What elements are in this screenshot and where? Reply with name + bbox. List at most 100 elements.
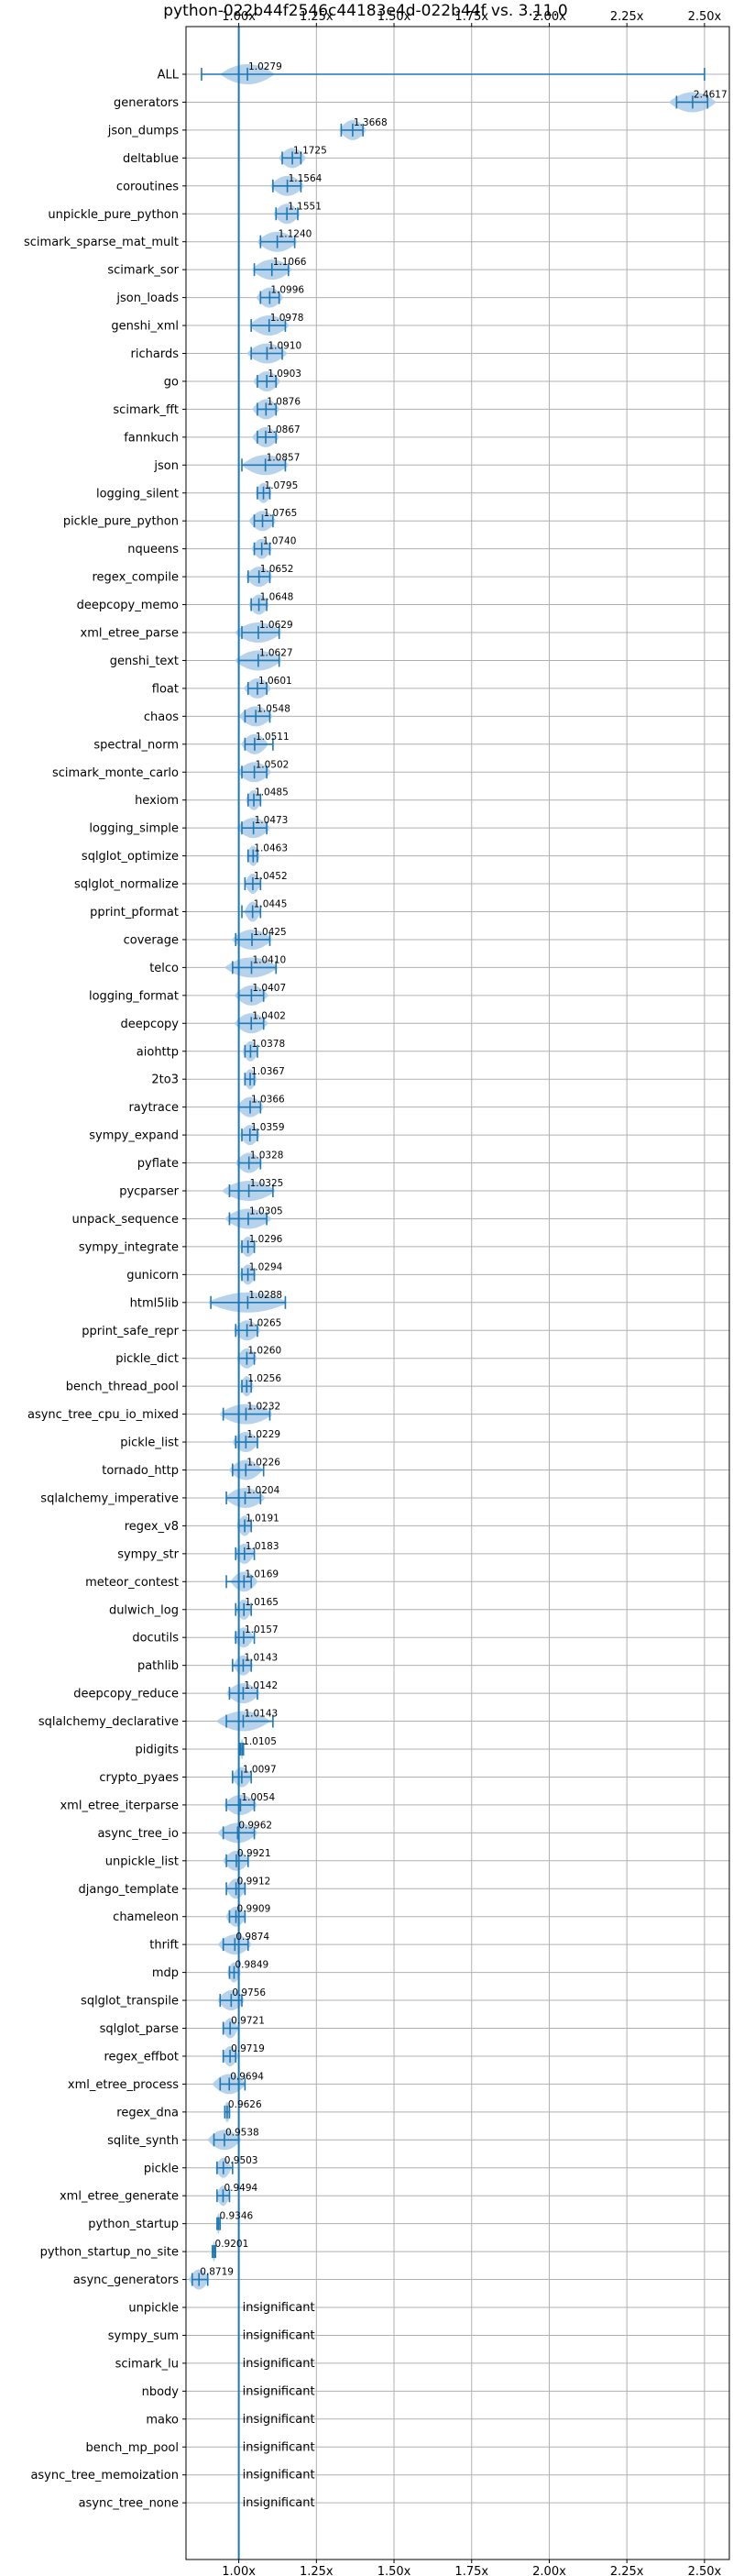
value-label: 0.9503 xyxy=(224,2155,258,2166)
value-label: 1.0305 xyxy=(249,1205,283,1216)
benchmark-label: async_generators xyxy=(73,2273,180,2287)
value-label: 1.0511 xyxy=(256,732,290,743)
insignificant-label: insignificant xyxy=(243,2496,315,2510)
value-label: 1.0876 xyxy=(267,396,301,407)
benchmark-label: sympy_sum xyxy=(108,2329,179,2343)
benchmark-label: scimark_fft xyxy=(113,403,179,417)
benchmark-label: regex_v8 xyxy=(125,1520,179,1534)
benchmark-label: sqlglot_normalize xyxy=(74,878,179,892)
bottom-tick-label: 1.50x xyxy=(377,2565,411,2576)
bottom-tick-label: 1.25x xyxy=(300,2565,334,2576)
benchmark-label: pyflate xyxy=(137,1157,179,1171)
benchmark-label: mdp xyxy=(152,1966,179,1980)
value-labels: 1.0279 2.4617 1.3668 1.1725 1.1564 1.1551 1.12… xyxy=(200,61,727,2510)
benchmark-label: logging_format xyxy=(89,989,179,1003)
benchmark-label: gunicorn xyxy=(126,1269,179,1282)
value-label: 1.0143 xyxy=(244,1653,278,1664)
value-label: 0.9538 xyxy=(225,2127,259,2138)
value-label: 1.0463 xyxy=(254,843,288,854)
value-label: 1.0378 xyxy=(251,1039,285,1050)
value-label: 1.1551 xyxy=(288,201,322,212)
value-label: 0.9694 xyxy=(230,2071,264,2082)
insignificant-label: insignificant xyxy=(243,2328,315,2342)
benchmark-label: pickle_dict xyxy=(115,1352,179,1366)
value-label: 1.0648 xyxy=(260,592,294,603)
y-axis-categories: ALL generators json_dumps deltablue coroutin… xyxy=(24,69,180,2511)
benchmark-label: sympy_integrate xyxy=(79,1240,179,1254)
value-label: 1.0867 xyxy=(267,424,301,435)
value-label: 1.0260 xyxy=(247,1346,281,1357)
benchmark-label: generators xyxy=(114,96,179,110)
value-label: 1.0903 xyxy=(268,369,301,380)
value-label: 1.0143 xyxy=(244,1709,278,1720)
plot-frame xyxy=(185,26,730,2560)
benchmark-label: meteor_contest xyxy=(85,1576,179,1590)
benchmark-label: deepcopy_reduce xyxy=(73,1688,179,1701)
value-label: 1.0402 xyxy=(252,1010,286,1021)
bottom-tick-label: 2.25x xyxy=(610,2565,644,2576)
value-label: 1.1725 xyxy=(293,145,327,156)
value-label: 1.0296 xyxy=(249,1234,283,1245)
insignificant-label: insignificant xyxy=(243,2357,315,2371)
benchmark-label: sqlalchemy_imperative xyxy=(40,1492,179,1505)
violin-layer xyxy=(189,27,717,2559)
benchmark-label: aiohttp xyxy=(137,1045,179,1059)
value-label: 1.0157 xyxy=(245,1624,279,1635)
benchmark-label: pickle_list xyxy=(120,1437,179,1450)
value-label: 0.9909 xyxy=(237,1904,271,1915)
benchmark-label: sqlglot_parse xyxy=(100,2022,179,2036)
value-label: 1.0142 xyxy=(244,1680,278,1691)
value-label: 0.9874 xyxy=(235,1932,269,1943)
value-label: 0.9849 xyxy=(235,1960,268,1971)
benchmark-label: xml_etree_generate xyxy=(60,2190,179,2204)
value-label: 1.0328 xyxy=(250,1150,284,1161)
benchmark-label: coroutines xyxy=(116,180,179,193)
value-label: 1.0740 xyxy=(263,536,297,547)
benchmark-label: chameleon xyxy=(113,1910,179,1924)
value-label: 1.0627 xyxy=(259,647,293,658)
bottom-tick-label: 2.00x xyxy=(532,2565,566,2576)
benchmark-label: async_tree_memoization xyxy=(30,2469,179,2482)
value-label: 1.3668 xyxy=(354,117,388,128)
benchmark-label: sqlglot_transpile xyxy=(81,1995,179,2009)
benchmark-label: python_startup_no_site xyxy=(40,2246,179,2260)
benchmark-label: pickle_pure_python xyxy=(63,515,179,529)
value-label: 1.0445 xyxy=(254,899,288,910)
value-label: 0.9921 xyxy=(237,1848,271,1859)
insignificant-label: insignificant xyxy=(243,2384,315,2398)
value-label: 1.0204 xyxy=(246,1485,280,1496)
value-label: 0.9719 xyxy=(231,2043,265,2054)
top-tick-label: 2.00x xyxy=(532,10,566,24)
value-label: 1.0359 xyxy=(251,1122,285,1133)
value-label: 1.0978 xyxy=(270,313,304,324)
value-label: 0.9962 xyxy=(238,1820,272,1831)
value-label: 1.0288 xyxy=(248,1290,282,1301)
x-axis-ticks: 1.00x 1.00x 1.25x 1.25x 1.50x 1.50x 1.75x 1.75x… xyxy=(182,10,722,2576)
benchmark-label: 2to3 xyxy=(151,1073,179,1087)
benchmark-label: json_dumps xyxy=(107,124,179,138)
value-label: 1.0601 xyxy=(258,676,292,687)
value-label: 1.0629 xyxy=(259,620,293,631)
benchmark-label: raytrace xyxy=(128,1101,179,1115)
benchmark-label: regex_compile xyxy=(92,571,179,585)
benchmark-label: scimark_monte_carlo xyxy=(52,766,179,780)
benchmark-label: logging_simple xyxy=(89,822,179,836)
value-label: 1.0191 xyxy=(246,1513,279,1524)
value-label: 1.0795 xyxy=(265,480,299,491)
benchmark-label: nqueens xyxy=(127,543,179,556)
benchmark-label: async_tree_none xyxy=(79,2497,179,2511)
value-label: 1.1066 xyxy=(273,257,307,268)
value-label: 0.9756 xyxy=(232,1987,266,1998)
value-label: 1.0279 xyxy=(248,61,282,72)
benchmark-label: regex_effbot xyxy=(104,2050,179,2064)
value-label: 1.0765 xyxy=(264,508,298,519)
insignificant-label: insignificant xyxy=(243,2301,315,2315)
benchmark-label: sqlite_synth xyxy=(107,2134,179,2148)
benchmark-label: pycparser xyxy=(119,1185,179,1199)
benchmark-label: async_tree_cpu_io_mixed xyxy=(27,1408,179,1422)
benchmark-label: deepcopy xyxy=(120,1018,179,1031)
top-tick-label: 2.50x xyxy=(688,10,722,24)
benchmark-label: docutils xyxy=(132,1632,179,1646)
value-label: 1.0165 xyxy=(245,1597,279,1608)
